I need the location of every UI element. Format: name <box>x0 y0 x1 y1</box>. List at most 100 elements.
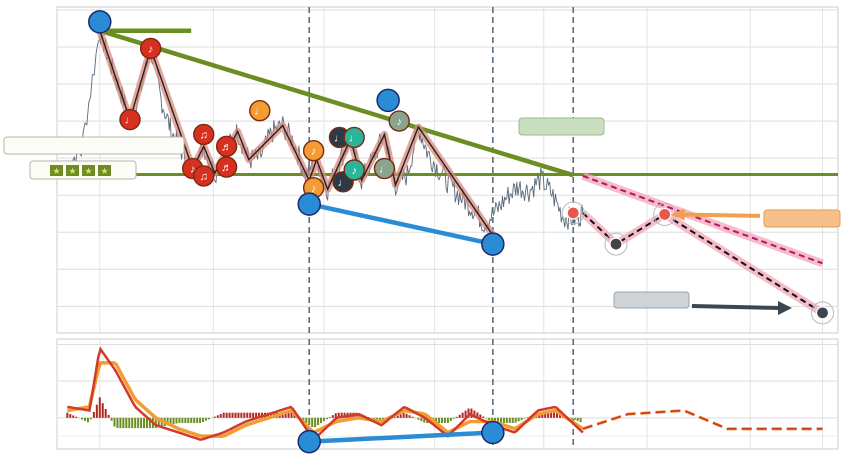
forecast-point <box>609 237 623 251</box>
note-icon: ♩ <box>254 106 265 118</box>
macd-bar <box>420 417 423 422</box>
macd-bar <box>435 417 438 423</box>
macd-bar <box>331 415 334 418</box>
macd-bar <box>190 417 193 423</box>
macd-bar <box>438 417 441 423</box>
forecast-point <box>658 207 672 222</box>
macd-bar <box>417 417 420 420</box>
macd-bar <box>72 415 75 418</box>
macd-bar <box>281 412 284 418</box>
macd-bar <box>140 417 143 429</box>
macd-bar <box>408 415 411 418</box>
macd-bar <box>488 417 491 421</box>
macd-bar <box>573 417 576 420</box>
macd-bar <box>213 416 216 418</box>
macd-bar <box>473 410 476 418</box>
note-marker <box>388 110 410 132</box>
macd-bar <box>514 417 517 423</box>
macd-bar <box>104 409 107 418</box>
low-arrowhead <box>778 301 792 315</box>
macd-bar <box>202 417 205 422</box>
macd-bar <box>320 417 323 424</box>
macd-bar <box>187 417 190 423</box>
macd-bar <box>119 417 122 429</box>
resistance-tooltip <box>3 136 185 155</box>
macd-bar <box>216 415 219 418</box>
macd-bar <box>467 408 470 418</box>
macd-bar <box>175 417 178 424</box>
note-icon: ♩ <box>349 132 360 144</box>
macd-bar <box>458 414 461 418</box>
macd-bar <box>269 412 272 418</box>
macd-bar <box>110 417 113 421</box>
forecast-ring <box>811 301 835 325</box>
macd-bar <box>95 404 98 418</box>
macd-bar <box>423 417 426 423</box>
forecast-point <box>815 306 830 320</box>
pattern-point <box>376 88 400 113</box>
rating-star-bar <box>98 165 111 176</box>
forecast-ring <box>604 232 628 256</box>
macd-bar <box>334 413 337 418</box>
macd-bar <box>550 412 553 418</box>
macd-bar <box>446 417 449 423</box>
macd-bar <box>204 417 207 421</box>
star-icon: ★ <box>84 166 92 176</box>
macd-bar <box>116 417 119 429</box>
macd-bar <box>107 414 110 418</box>
macd-bar <box>311 417 314 428</box>
macd-bar <box>249 412 252 418</box>
macd-bar <box>541 412 544 418</box>
macd-bar <box>199 417 202 423</box>
macd-bar <box>449 417 452 421</box>
macd-bar <box>440 417 443 423</box>
macd-bar <box>523 417 526 419</box>
macd-bar <box>178 417 181 423</box>
macd-bar <box>169 417 172 425</box>
target-arrow <box>676 212 761 218</box>
note-icon: ♫ <box>200 129 208 141</box>
target-low-box <box>613 291 690 309</box>
macd-bar <box>482 416 485 418</box>
macd-bar <box>66 412 69 418</box>
macd-bar <box>172 417 175 425</box>
star-icon: ★ <box>52 166 60 176</box>
macd-bar <box>476 412 479 418</box>
macd-bar <box>225 412 228 418</box>
macd-bar <box>113 417 116 427</box>
macd-bar <box>196 417 199 423</box>
macd-bar <box>143 417 146 429</box>
macd-bar <box>470 408 473 418</box>
note-marker <box>373 157 396 180</box>
macd-bar <box>293 414 296 418</box>
macd-bar <box>399 414 402 418</box>
macd-bar <box>89 417 92 420</box>
note-marker <box>119 108 141 131</box>
macd-bar <box>411 416 414 418</box>
macd-bar <box>290 412 293 418</box>
forecast-path <box>582 174 823 265</box>
macd-bar <box>219 414 222 418</box>
macd-bar <box>131 417 134 429</box>
macd-bar <box>181 417 184 423</box>
note-icon: ♩ <box>334 132 345 144</box>
pattern-point <box>88 10 112 34</box>
forecast-point <box>566 206 580 220</box>
macd-bar <box>570 417 573 419</box>
macd-bar <box>547 412 550 418</box>
note-marker <box>302 140 325 162</box>
macd-bar <box>75 416 78 418</box>
macd-bar <box>69 414 72 418</box>
note-marker <box>193 165 215 187</box>
forecast-path <box>664 213 824 314</box>
macd-bar <box>305 417 308 423</box>
note-icon: ♬ <box>221 141 232 153</box>
macd-bar <box>125 417 128 429</box>
macd-bar <box>284 412 287 418</box>
macd-bar <box>228 412 231 418</box>
macd-bar <box>517 417 520 422</box>
macd-bar <box>317 417 320 426</box>
macd-bar <box>393 417 396 418</box>
note-icon: ♪ <box>311 146 317 158</box>
macd-bar <box>308 417 311 426</box>
